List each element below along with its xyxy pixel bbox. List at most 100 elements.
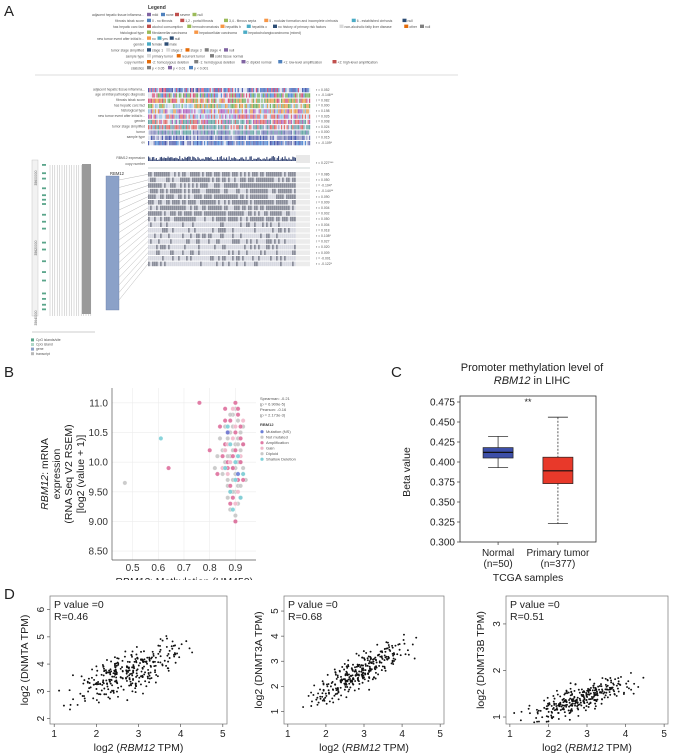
track-cell <box>205 125 207 130</box>
data-point <box>233 447 238 453</box>
methylation-cell <box>226 256 228 261</box>
methylation-cell <box>178 228 180 233</box>
panel-letter-a: A <box>4 3 15 20</box>
methylation-cell <box>272 200 274 205</box>
track-cell <box>229 93 231 98</box>
track-cell <box>177 114 179 119</box>
data-point <box>585 693 588 696</box>
methylation-cell <box>208 205 210 211</box>
data-point <box>140 650 142 653</box>
track-cell <box>164 103 166 109</box>
track-cell <box>243 119 245 125</box>
data-point <box>185 640 188 643</box>
data-point <box>157 644 160 647</box>
data-point <box>362 650 365 653</box>
track-cell <box>274 103 276 109</box>
track-cell <box>237 103 239 109</box>
track-cell <box>191 135 193 140</box>
data-point <box>574 701 577 704</box>
data-point <box>536 720 539 723</box>
track-cell <box>174 109 176 114</box>
track-cell <box>190 135 192 140</box>
data-point <box>126 660 129 663</box>
methylation-cell <box>222 183 224 188</box>
track-cell <box>251 88 253 93</box>
track-cell <box>281 98 283 103</box>
track-cell <box>215 135 217 140</box>
methylation-gap <box>296 244 310 250</box>
track-cell <box>271 119 273 125</box>
methylation-cell <box>256 177 258 183</box>
track-cell <box>222 98 224 103</box>
methylation-cell <box>160 239 162 244</box>
methylation-cell <box>208 188 210 194</box>
methylation-cell <box>244 211 246 216</box>
track-cell <box>212 109 214 114</box>
methylation-cell <box>264 211 266 216</box>
expression-bar <box>197 156 199 161</box>
legend-swatch <box>168 65 172 70</box>
data-point <box>315 698 318 701</box>
data-point <box>559 709 562 711</box>
methylation-cell <box>274 216 276 222</box>
track-cell <box>300 125 302 130</box>
methylation-cell <box>160 183 162 188</box>
methylation-cell <box>170 177 172 183</box>
cpg-site <box>42 227 46 230</box>
track-cell <box>181 119 183 125</box>
methylation-cell <box>206 183 208 188</box>
data-point <box>373 666 376 669</box>
track-cell <box>288 93 290 98</box>
track-cell <box>149 119 151 125</box>
track-cell <box>236 114 238 119</box>
track-cell <box>198 114 200 119</box>
track-cell <box>157 93 159 98</box>
track-cell <box>183 93 185 98</box>
methyl-stat: r = 0.020 <box>316 245 330 249</box>
track-cell <box>255 141 257 146</box>
legend-swatch <box>332 60 337 64</box>
data-point <box>375 661 378 664</box>
methylation-gap <box>296 172 310 177</box>
track-cell <box>293 130 295 135</box>
track-cell <box>199 130 201 135</box>
data-point <box>358 670 361 673</box>
methylation-cell <box>158 239 160 244</box>
cpg-site <box>42 187 46 190</box>
track-cell <box>247 109 249 114</box>
data-point <box>552 700 555 703</box>
data-point <box>336 687 339 690</box>
methylation-cell <box>150 239 152 244</box>
data-point <box>121 677 124 680</box>
track-cell <box>178 93 180 98</box>
methylation-cell <box>168 200 170 205</box>
track-cell <box>234 98 236 103</box>
chromosome-axis <box>31 159 39 317</box>
methylation-cell <box>270 216 272 222</box>
methylation-cell <box>186 261 188 267</box>
methylation-cell <box>216 183 218 188</box>
data-point <box>336 674 339 677</box>
methylation-cell <box>272 256 274 261</box>
expression-bar <box>179 156 181 161</box>
data-point <box>131 655 133 658</box>
data-point <box>587 705 590 708</box>
track-cell <box>292 135 294 140</box>
data-point <box>386 641 389 644</box>
track-cell <box>209 130 211 135</box>
methylation-cell <box>290 205 292 211</box>
methylation-cell <box>264 183 266 188</box>
data-point <box>334 683 337 686</box>
track-cell <box>211 119 213 125</box>
methylation-cell <box>232 200 234 205</box>
data-point <box>366 672 369 675</box>
track-cell <box>283 135 285 140</box>
data-point <box>154 681 157 684</box>
track-cell <box>292 103 294 109</box>
data-point <box>383 654 386 657</box>
data-point <box>165 635 168 638</box>
methylation-cell <box>242 172 244 177</box>
methylation-cell <box>202 172 204 177</box>
track-cell <box>248 98 250 103</box>
data-point <box>575 699 578 702</box>
